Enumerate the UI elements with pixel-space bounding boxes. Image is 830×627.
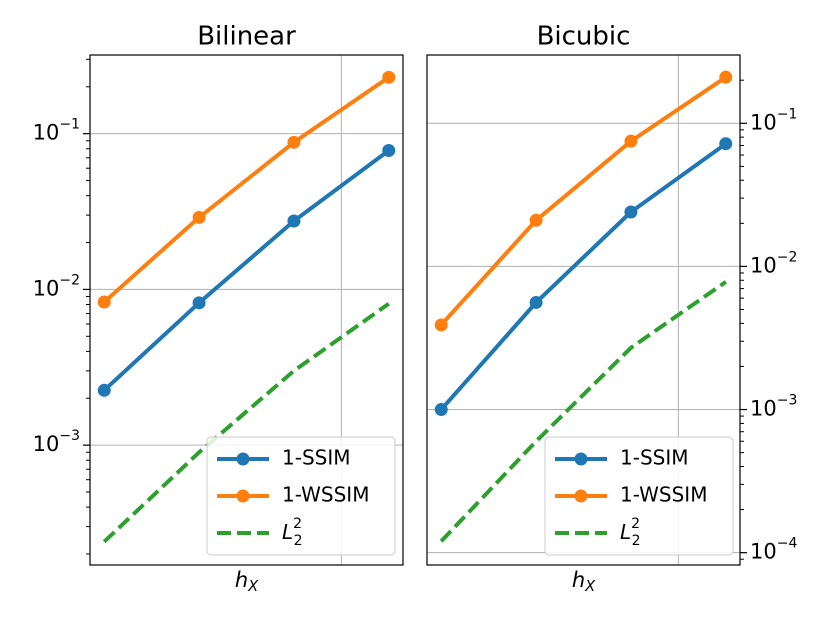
data-point [434,318,448,332]
legend-label-2: L2 2 [282,516,303,549]
chart-title: Bilinear [197,22,296,52]
data-point [97,383,111,397]
y-tick-label: 10−1 [750,106,797,134]
y-tick-label: 10−3 [750,393,797,421]
legend-marker-0 [574,452,588,466]
data-point [719,137,733,151]
data-point [382,70,396,84]
x-axis-label: hX [572,568,596,595]
plot-frame [426,54,741,566]
legend-label-0: 1-SSIM [282,446,351,470]
data-point [287,135,301,149]
series-line-2 [439,280,727,543]
data-point [719,70,733,84]
chart-panel-bicubic: 10−4 10−3 10−2 10−1 Bicubic hX 1-SSIM 1-WSSIM L2… [426,22,797,595]
data-point [97,295,111,309]
series-line-2 [102,302,390,544]
y-tick-label: 10−2 [33,272,80,300]
y-tick-label: 10−4 [750,536,797,564]
y-tick-label: 10−2 [750,249,797,277]
legend-label-0: 1-SSIM [620,446,689,470]
series-line-0 [439,142,727,411]
data-point [382,143,396,157]
data-point [624,205,638,219]
legend-label-2: L2 2 [620,516,641,549]
series-line-0 [102,148,390,392]
chart-panel-bilinear: 10−3 10−2 10−1 Bilinear hX 1-SSIM 1-WSSIM L2 2 [33,22,404,595]
legend-marker-1 [236,489,250,503]
legend: 1-SSIM 1-WSSIM L2 2 [544,436,734,556]
legend-box [206,436,396,556]
y-tick-label: 10−1 [33,117,80,145]
data-point [624,134,638,148]
series-line-1 [439,75,727,327]
legend-label-1: 1-WSSIM [282,483,369,507]
series-line-1 [102,75,390,304]
data-point [529,295,543,309]
legend: 1-SSIM 1-WSSIM L2 2 [206,436,396,556]
data-point [192,296,206,310]
data-point [529,213,543,227]
y-tick-label: 10−3 [33,428,80,456]
legend-marker-1 [574,489,588,503]
plot-frame [89,54,404,566]
data-point [434,403,448,417]
chart-title: Bicubic [537,22,631,52]
x-axis-label: hX [235,568,259,595]
legend-marker-0 [236,452,250,466]
legend-label-1: 1-WSSIM [620,483,707,507]
legend-box [544,436,734,556]
data-point [287,214,301,228]
data-point [192,210,206,224]
